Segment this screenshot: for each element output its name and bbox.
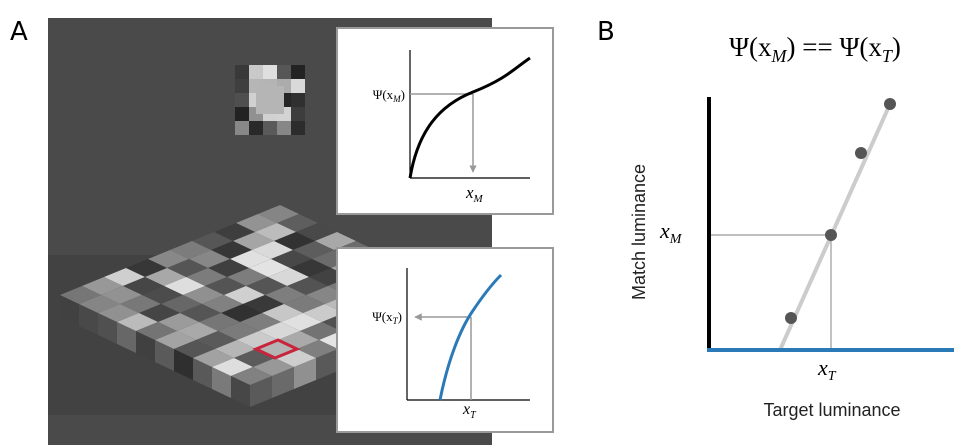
patch-cell	[263, 121, 277, 135]
target-patch	[235, 65, 305, 135]
y-label: Ψ(xT)	[372, 309, 402, 326]
y-label: Ψ(xM)	[373, 87, 405, 104]
patch-cell	[249, 121, 263, 135]
x-axis-label: Target luminance	[763, 400, 900, 420]
point	[884, 98, 896, 110]
patch-cell	[277, 121, 291, 135]
fit-line	[780, 104, 890, 350]
y-axis-label: Match luminance	[629, 164, 649, 300]
panel-label: A	[10, 17, 28, 47]
patch-cell	[263, 65, 277, 79]
patch-cell	[249, 65, 263, 79]
panel-label: B	[597, 17, 615, 47]
patch-cell	[235, 79, 249, 93]
y-marker: xM	[659, 218, 683, 247]
patch-cell	[291, 79, 305, 93]
patch-center	[256, 86, 284, 114]
patch-cell	[277, 65, 291, 79]
inset-box	[337, 28, 553, 214]
patch-cell	[235, 121, 249, 135]
page: {"panels": {"a": "A", "b": "B"}, "inset_…	[0, 0, 954, 445]
patch-cell	[235, 65, 249, 79]
point	[855, 147, 867, 159]
figure: A B Ψ(xM) xM Ψ(xT) xT Ψ(xM) == Ψ(xT) xM …	[0, 0, 954, 445]
x-marker: xT	[817, 355, 837, 384]
patch-cell	[291, 93, 305, 107]
point	[785, 312, 797, 324]
panel-title: Ψ(xM) == Ψ(xT)	[729, 32, 901, 66]
patch-cell	[291, 65, 305, 79]
patch-cell	[235, 93, 249, 107]
point	[825, 229, 837, 241]
patch-cell	[235, 107, 249, 121]
patch-cell	[291, 107, 305, 121]
inset-box	[337, 248, 553, 432]
patch-cell	[291, 121, 305, 135]
